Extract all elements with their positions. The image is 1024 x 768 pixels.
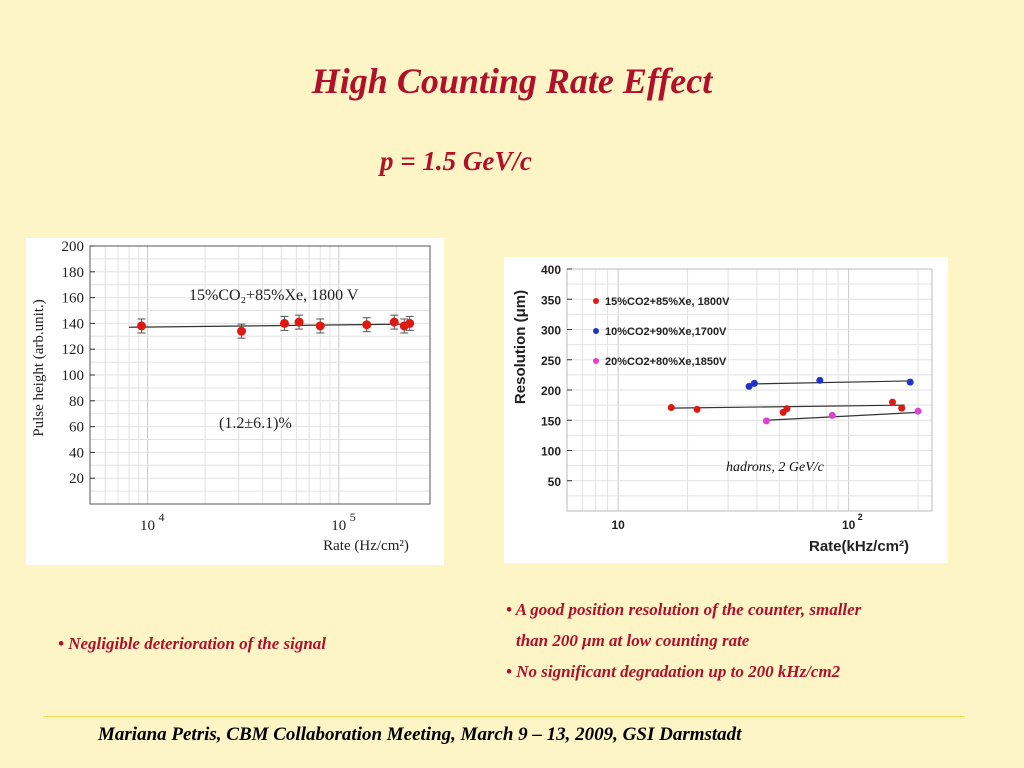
legend-marker [593, 358, 599, 364]
y-tick-label: 300 [541, 324, 561, 338]
resolution-chart-panel: 50 100 150 200 250 300 350 400 10 10 2 Rate(kHz/cm²… [504, 257, 948, 563]
fit-line [751, 380, 911, 385]
y-tick-label: 80 [69, 394, 84, 410]
y-tick-label: 120 [62, 342, 85, 358]
footer-divider [43, 716, 965, 717]
data-point [745, 382, 753, 390]
y-tick-label: 60 [69, 420, 84, 436]
y-tick-label: 140 [62, 316, 85, 332]
data-point [828, 411, 836, 419]
y-tick-label: 200 [62, 239, 85, 255]
x-tick-exponent: 5 [350, 510, 356, 524]
data-point [750, 379, 758, 387]
y-tick-label: 150 [541, 414, 561, 428]
data-point [667, 404, 675, 412]
fit-line [766, 411, 919, 421]
x-tick-exponent: 4 [159, 510, 165, 524]
y-tick-label: 400 [541, 263, 561, 277]
y-tick-label: 350 [541, 293, 561, 307]
data-point [816, 376, 824, 384]
data-point [405, 318, 415, 328]
x-tick-label: 10 [611, 518, 625, 532]
gas-mixture-annotation: 15%CO₂+85%Xe, 1800 V [189, 287, 359, 304]
data-point [279, 318, 289, 328]
left-bullet: • Negligible deterioration of the signal [58, 634, 327, 653]
slide-title: High Counting Rate Effect [311, 61, 713, 101]
slide-subtitle: p = 1.5 GeV/c [380, 146, 532, 176]
legend-marker [593, 298, 599, 304]
y-tick-label: 100 [62, 368, 85, 384]
x-tick-exponent: 2 [858, 512, 863, 522]
legend-label: 10%CO2+90%Xe,1700V [605, 326, 727, 338]
legend-label: 20%CO2+80%Xe,1850V [605, 356, 727, 368]
x-tick-label: 10 [842, 518, 856, 532]
y-tick-label: 40 [69, 445, 84, 461]
y-tick-label: 180 [62, 265, 85, 281]
pulse-height-chart-panel: 20 40 60 80 100 120 140 160 180 200 10 4 10 5 Rate (Hz… [26, 238, 444, 565]
y-tick-label: 20 [69, 471, 84, 487]
y-tick-label: 50 [548, 475, 562, 489]
data-point [389, 317, 399, 327]
data-point [693, 405, 701, 413]
right-bullet-2: • No significant degradation up to 200 k… [506, 662, 841, 681]
y-axis-label: Pulse height (arb.unit.) [31, 299, 47, 436]
pulse-height-chart: 20 40 60 80 100 120 140 160 180 200 10 4 10 5 Rate (Hz… [31, 239, 431, 554]
legend-label: 15%CO2+85%Xe, 1800V [605, 296, 730, 308]
x-axis-label: Rate (Hz/cm²) [323, 538, 409, 554]
x-tick-label: 10 [140, 518, 155, 534]
footer-text: Mariana Petris, CBM Collaboration Meetin… [98, 724, 742, 745]
data-point [906, 378, 914, 386]
y-tick-label: 100 [541, 445, 561, 459]
y-tick-label: 250 [541, 354, 561, 368]
right-bullet-1-continued: than 200 μm at low counting rate [516, 631, 750, 650]
data-point [898, 404, 906, 412]
beam-annotation: hadrons, 2 GeV/c [726, 460, 825, 475]
y-tick-label: 200 [541, 384, 561, 398]
deviation-annotation: (1.2±6.1)% [219, 415, 292, 432]
data-point [888, 398, 896, 406]
data-point [362, 320, 372, 330]
data-point [294, 317, 304, 327]
data-point [762, 417, 770, 425]
x-tick-label: 10 [331, 518, 346, 534]
x-axis-label: Rate(kHz/cm²) [809, 538, 909, 555]
data-point [137, 321, 147, 331]
data-point [914, 407, 922, 415]
y-tick-label: 160 [62, 291, 85, 307]
data-point [237, 326, 247, 336]
legend-marker [593, 328, 599, 334]
data-point [315, 321, 325, 331]
data-point [783, 405, 791, 413]
y-axis-label: Resolution (μm) [512, 290, 529, 404]
right-bullet-1: • A good position resolution of the coun… [506, 600, 862, 619]
